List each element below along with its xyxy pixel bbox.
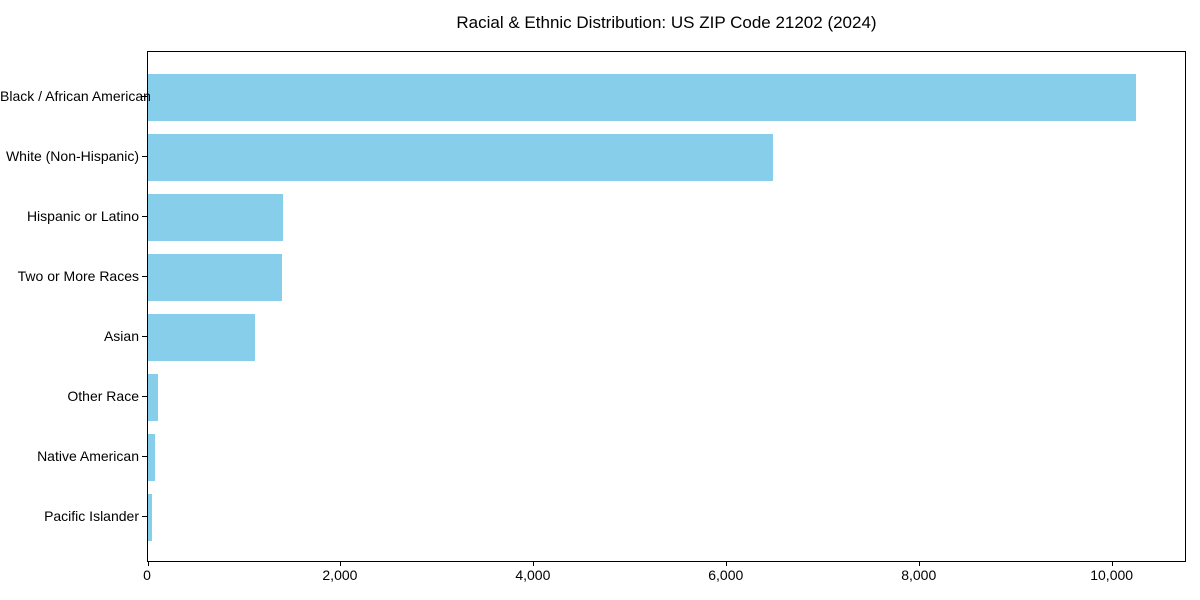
bar-other-race [148,373,158,421]
bar-asian [148,313,256,361]
bar-white-non-hispanic [148,133,774,181]
y-axis-label: Hispanic or Latino [26,208,139,224]
y-axis-tick-mark [142,216,147,217]
x-axis-tick-label: 8,000 [901,567,937,583]
y-axis-tick-mark [142,96,147,97]
y-axis-label: White (Non-Hispanic) [5,148,139,164]
x-axis-tick-mark [533,561,535,566]
y-axis-label: Black / African American [0,88,151,104]
y-axis-label: Other Race [67,388,139,404]
x-axis-tick-mark [147,561,149,566]
bar-black-african-american [148,73,1136,121]
chart-title: Racial & Ethnic Distribution: US ZIP Cod… [456,13,877,32]
bar-two-or-more-races [148,253,283,301]
bar-hispanic-or-latino [148,193,284,241]
plot-area [142,51,1186,566]
bar-pacific-islander [148,493,152,541]
y-axis-tick-mark [142,516,147,517]
y-axis-label: Pacific Islander [44,508,139,524]
y-axis-label: Native American [37,448,139,464]
x-axis-tick-mark [919,561,921,566]
y-axis-label: Two or More Races [17,268,139,284]
x-axis-tick-label: 10,000 [1090,567,1134,583]
x-axis-tick-label: 4,000 [515,567,551,583]
x-axis-tick-label: 0 [143,567,151,583]
x-axis-tick-mark [1112,561,1114,566]
x-axis-tick-label: 6,000 [708,567,744,583]
y-axis-tick-mark [142,456,147,457]
y-axis-label: Asian [103,328,139,344]
y-axis-tick-mark [142,396,147,397]
y-axis-tick-mark [142,276,147,277]
x-axis-tick-mark [340,561,342,566]
y-axis-tick-mark [142,336,147,337]
y-axis-tick-mark [142,156,147,157]
x-axis-tick-label: 2,000 [322,567,358,583]
bar-native-american [148,433,155,481]
x-axis-tick-mark [726,561,728,566]
